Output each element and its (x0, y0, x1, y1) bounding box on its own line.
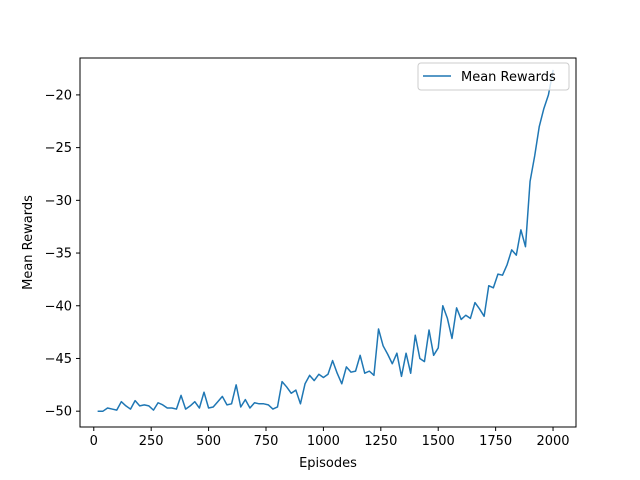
plot-frame (79, 57, 577, 428)
y-axis-label: Mean Rewards (21, 195, 36, 290)
x-tick-label: 750 (254, 434, 279, 449)
x-tick-label: 1250 (364, 434, 397, 449)
x-tick-label: 2000 (536, 434, 569, 449)
y-tick-label: −40 (45, 299, 72, 314)
y-tick-label: −45 (45, 352, 72, 367)
y-tick-label: −50 (45, 405, 72, 420)
x-tick-label: 250 (139, 434, 164, 449)
y-tick-label: −35 (45, 247, 72, 262)
x-tick-label: 1000 (307, 434, 340, 449)
x-axis-ticks: 0 250 500 750 1000 1250 1500 1750 2000 (90, 427, 570, 449)
series-line-mean-rewards (97, 69, 554, 412)
y-axis-ticks: −50 −45 −40 −35 −30 −25 −20 (45, 88, 80, 420)
plot-area (80, 58, 576, 427)
y-tick-label: −25 (45, 141, 72, 156)
x-axis-label: Episodes (299, 456, 357, 471)
series-lines (97, 69, 554, 412)
legend: Mean Rewards (417, 62, 570, 91)
x-tick-label: 1750 (479, 434, 512, 449)
legend-label-mean-rewards: Mean Rewards (461, 70, 556, 85)
x-tick-label: 500 (196, 434, 221, 449)
y-tick-label: −30 (45, 194, 72, 209)
legend-box (417, 62, 570, 91)
x-tick-label: 1500 (422, 434, 455, 449)
y-tick-label: −20 (45, 88, 72, 103)
x-tick-label: 0 (90, 434, 98, 449)
